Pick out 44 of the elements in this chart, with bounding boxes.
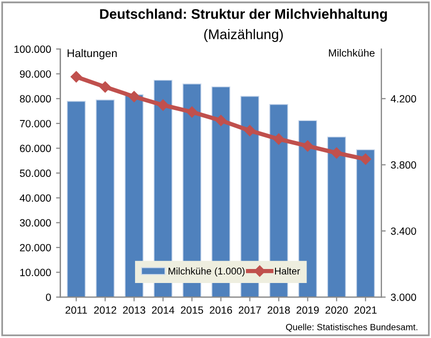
x-tick-label: 2017 (238, 306, 261, 314)
x-tick-label: 2012 (94, 306, 116, 314)
point (70, 71, 82, 82)
y-tick-label: 60.000 (20, 144, 51, 152)
point (360, 154, 372, 165)
y-tick-label: 90.000 (20, 70, 51, 78)
x-tick-label: 2016 (210, 306, 232, 314)
source-note: Quelle: Statistisches Bundesamt. (286, 324, 418, 332)
y-tick-label: 0 (46, 294, 51, 301)
y2-tick-label: 3.400 (390, 227, 416, 235)
x-tick-label: 2019 (296, 306, 319, 314)
x-tick-label: 2021 (354, 306, 377, 314)
x-tick-label: 2018 (268, 306, 290, 314)
y-tick-label: 30.000 (20, 219, 51, 227)
point (215, 114, 226, 126)
x-tick-label: 2014 (152, 306, 174, 314)
y-axis-title: Haltungen (68, 49, 117, 60)
legend-label: Milchkühe (1.000) (168, 267, 244, 276)
point (100, 81, 111, 93)
y-tick-label: 70.000 (20, 120, 51, 128)
point (244, 125, 256, 136)
point (330, 147, 342, 159)
point (128, 91, 140, 102)
chart-title: Deutschland: Struktur der Milchviehhaltung (100, 8, 387, 22)
y2-axis-title: Milchkühe (328, 49, 375, 57)
y2-tick-label: 3.800 (390, 161, 416, 169)
chart-subtitle: (Maizählung) (204, 29, 283, 42)
y-tick-label: 100.000 (14, 46, 51, 53)
y2-tick-label: 4.200 (390, 95, 416, 103)
point (186, 106, 198, 118)
x-tick-label: 2015 (180, 306, 204, 314)
x-tick-label: 2011 (66, 306, 87, 314)
point (157, 99, 169, 111)
x-tick-label: 2013 (123, 306, 146, 314)
point (302, 140, 314, 152)
y-tick-label: 80.000 (20, 95, 51, 103)
y-tick-label: 50.000 (20, 170, 51, 177)
y-tick-label: 10.000 (20, 268, 51, 276)
y-tick-label: 20.000 (20, 244, 51, 252)
legend-label: Halter (275, 267, 300, 275)
x-tick-label: 2020 (326, 306, 348, 314)
y-tick-label: 40.000 (20, 194, 51, 202)
point (273, 133, 284, 145)
y2-tick-label: 3.000 (390, 294, 416, 301)
